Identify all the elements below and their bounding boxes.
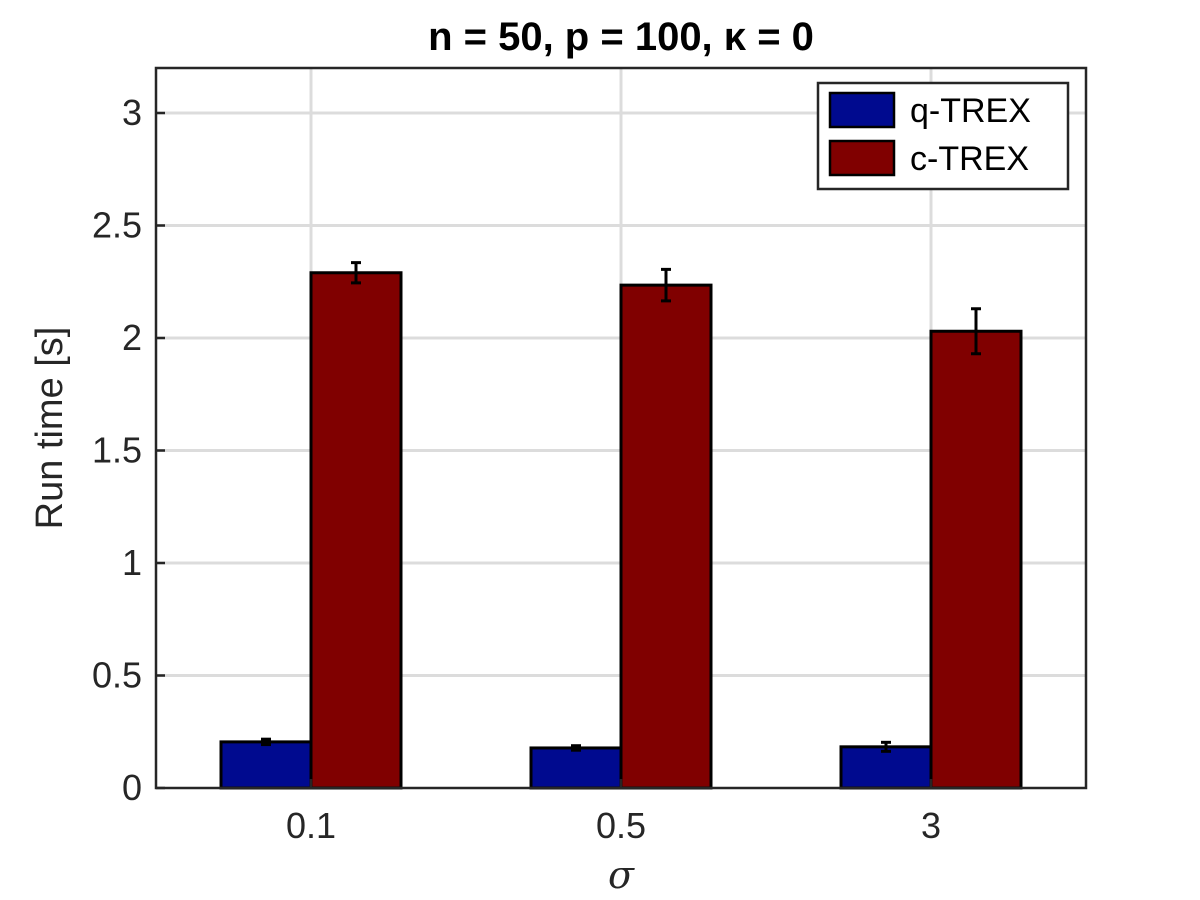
error-bar-q-TREX-0.1	[261, 737, 271, 747]
bar-c-TREX-0.1	[309, 271, 403, 790]
y-tick-label: 0.5	[92, 655, 142, 696]
error-bar-c-TREX-0.5	[661, 267, 671, 303]
x-tick-labels: 0.1 0.5 3	[286, 779, 941, 846]
y-tick-label: 1	[122, 542, 142, 583]
y-axis-label: Run time [s]	[29, 327, 71, 530]
error-bar-q-TREX-3	[881, 740, 891, 753]
bars	[219, 271, 1023, 790]
y-tick-label: 2.5	[92, 205, 142, 246]
legend-label-q-TREX: q-TREX	[910, 92, 1031, 130]
bar-q-TREX-0.5	[529, 746, 623, 790]
error-bar-c-TREX-0.1	[351, 261, 361, 285]
y-tick-label: 3	[122, 92, 142, 133]
error-bar-c-TREX-3	[971, 307, 981, 356]
y-tick-label: 2	[122, 317, 142, 358]
legend: q-TREX c-TREX	[816, 81, 1070, 191]
x-tick-label: 0.5	[596, 805, 646, 846]
legend-label-c-TREX: c-TREX	[910, 140, 1029, 178]
bar-q-TREX-3	[839, 745, 933, 790]
x-tick-label: 0.1	[286, 805, 336, 846]
bar-c-TREX-3	[929, 329, 1023, 790]
chart-title: n = 50, p = 100, κ = 0	[428, 15, 814, 59]
legend-swatch-q-TREX	[828, 91, 896, 129]
x-axis-label: σ	[608, 853, 635, 897]
x-tick-label: 3	[921, 805, 941, 846]
error-bars	[261, 261, 981, 753]
bar-c-TREX-0.5	[619, 283, 713, 790]
y-tick-labels: 0 0.5 1 1.5 2 2.5 3	[92, 92, 165, 808]
y-tick-label: 1.5	[92, 430, 142, 471]
bar-q-TREX-0.1	[219, 740, 313, 790]
y-tick-label: 0	[122, 767, 142, 808]
error-bar-q-TREX-0.5	[571, 744, 581, 752]
legend-swatch-c-TREX	[828, 139, 896, 177]
